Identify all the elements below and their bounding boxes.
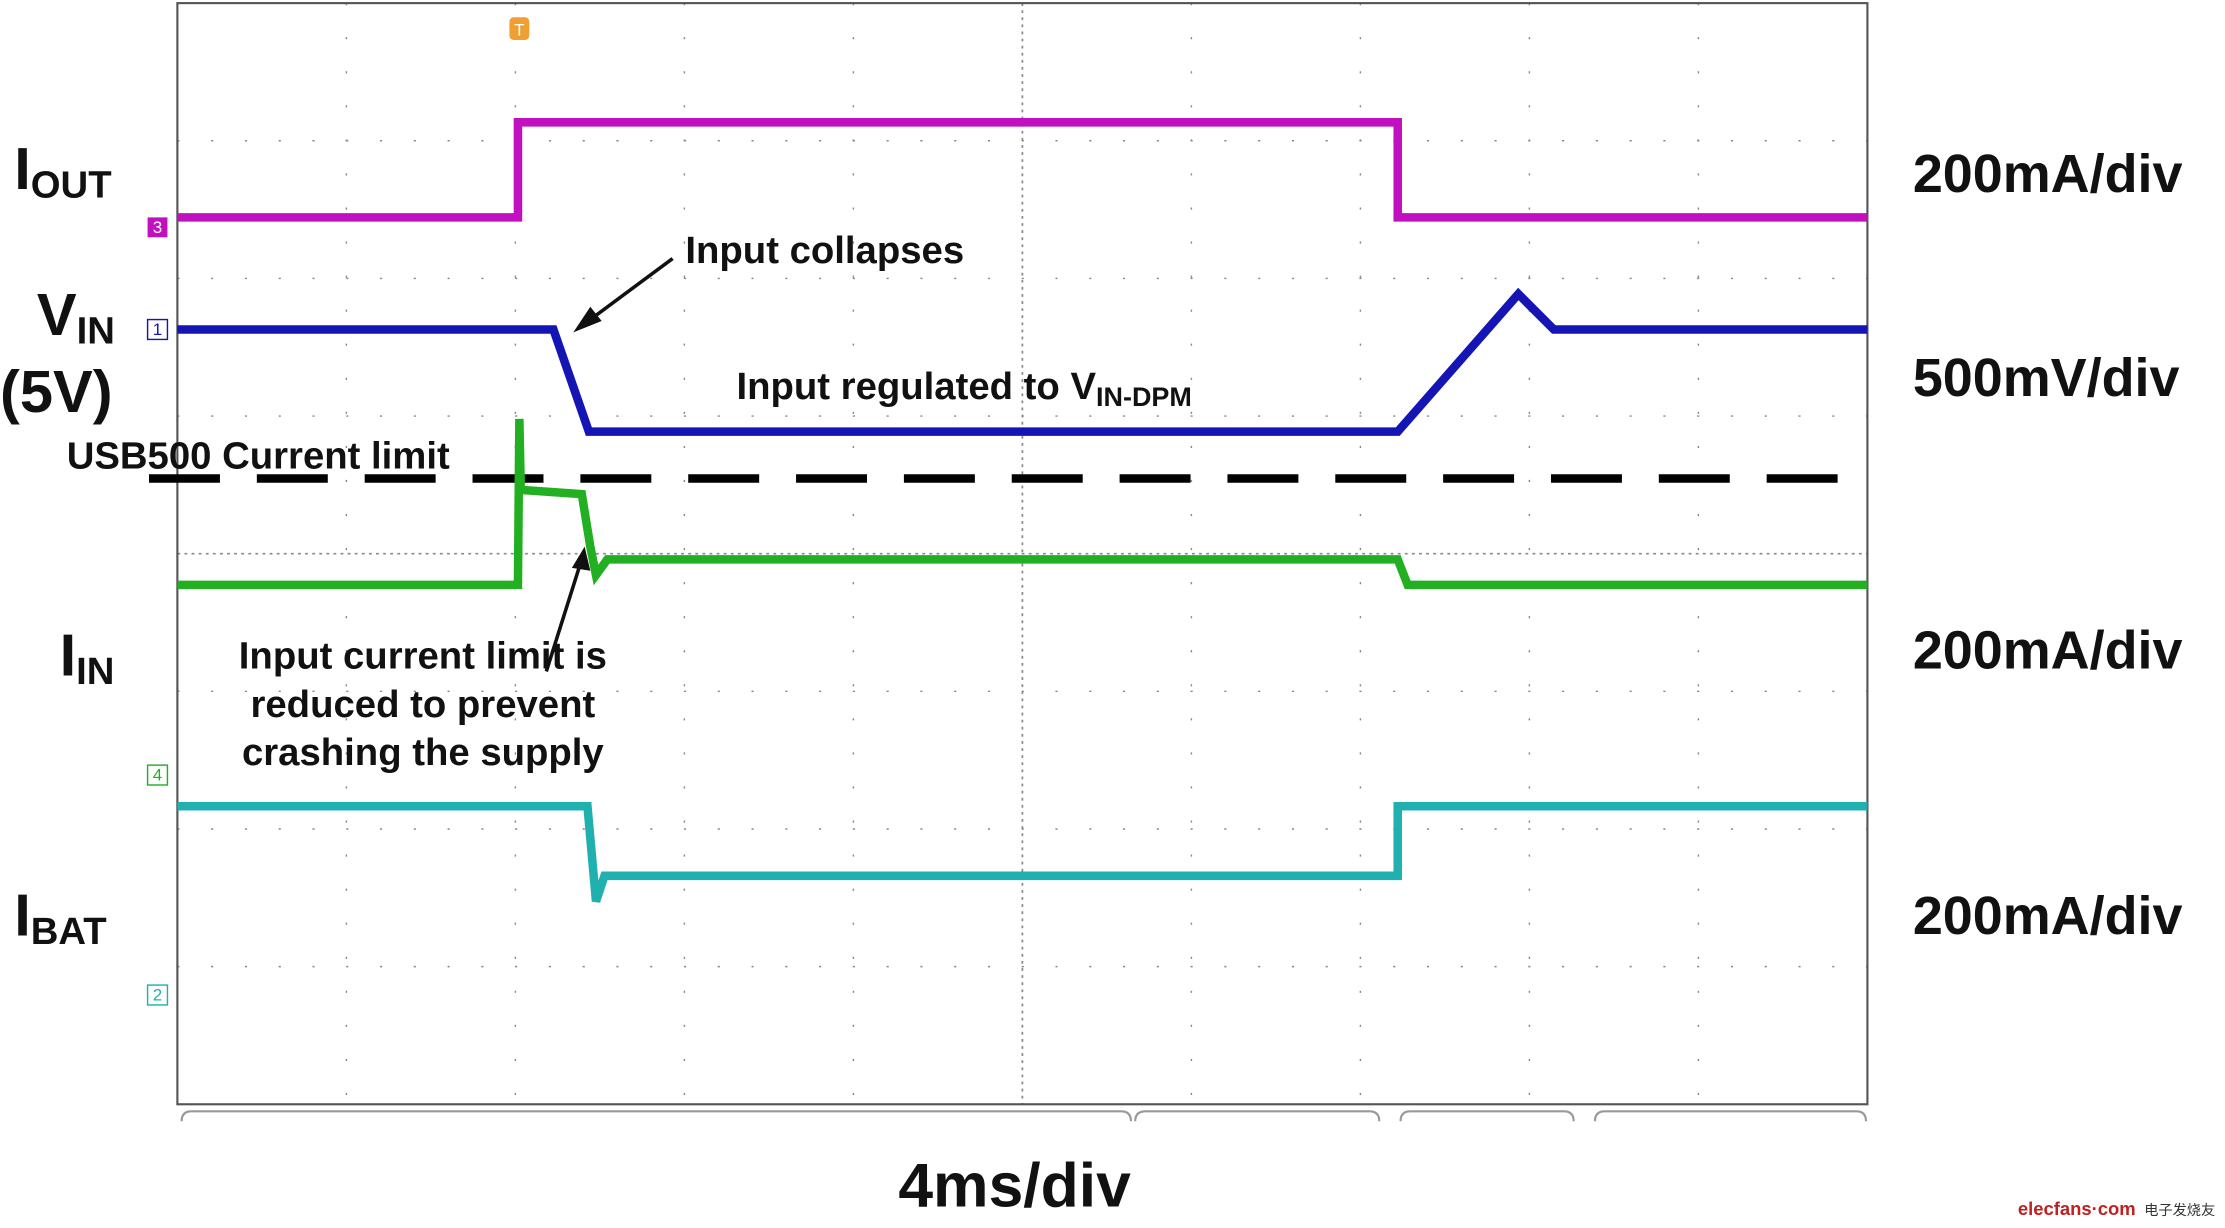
label-main: I [60, 622, 77, 689]
marker [146, 764, 169, 786]
annotation: Input current limit is [239, 635, 607, 678]
arrow [544, 563, 583, 673]
annotation-sub: IN-DPM [1096, 382, 1192, 412]
marker-label: 3 [153, 218, 162, 237]
annotation: Input regulated to VIN-DPM [736, 365, 1191, 412]
marker-label: 1 [153, 320, 162, 339]
marker [146, 318, 169, 341]
label-sub: IN [77, 310, 115, 353]
scale-label: 200mA/div [1913, 621, 2183, 681]
annotation-main: Input regulated to V [736, 365, 1096, 408]
channel-label: VIN [37, 281, 115, 353]
watermark: elecfans·com 电子发烧友 [2018, 1198, 2215, 1219]
arrow [583, 257, 674, 326]
watermark-site: elecfans·com [2018, 1198, 2136, 1219]
trigger-marker [509, 17, 530, 41]
marker [147, 217, 168, 238]
iin-trace [177, 418, 1868, 590]
label-sub: BAT [31, 910, 107, 953]
label-main: I [14, 881, 31, 948]
arrowhead [571, 546, 591, 571]
channel-label: IIN [60, 622, 115, 694]
annotation: reduced to prevent [250, 683, 595, 726]
scale-label: 200mA/div [1913, 886, 2183, 946]
ibat-trace [177, 802, 1868, 903]
watermark-brand: 电子发烧友 [2144, 1203, 2215, 1219]
arrowhead [573, 306, 602, 333]
channel-markers: 3 1 4 2 T [146, 17, 530, 1006]
label-main: V [37, 281, 77, 348]
label-sub: IN [76, 650, 114, 693]
vin-trace [177, 287, 1868, 436]
channel-label: IOUT [14, 135, 111, 207]
channel-label: IBAT [14, 881, 106, 953]
status-bar [180, 1110, 1868, 1122]
annotation: crashing the supply [242, 731, 604, 774]
iout-trace [177, 118, 1868, 222]
label-main: I [14, 135, 31, 202]
scale-label: 200mA/div [1913, 144, 2183, 204]
timebase: 4ms/div [898, 1150, 1131, 1220]
annotation: USB500 Current limit [67, 435, 450, 478]
scale-label: 500mV/div [1913, 348, 2180, 408]
grid [177, 3, 1868, 1105]
channel-note: (5V) [0, 358, 113, 425]
marker [146, 984, 169, 1006]
plot-frame [176, 2, 1869, 1106]
trigger-label: T [514, 21, 524, 40]
annotation: Input collapses [685, 229, 964, 272]
label-sub: OUT [31, 164, 112, 207]
marker-label: 2 [153, 986, 162, 1005]
marker-label: 4 [153, 766, 162, 785]
